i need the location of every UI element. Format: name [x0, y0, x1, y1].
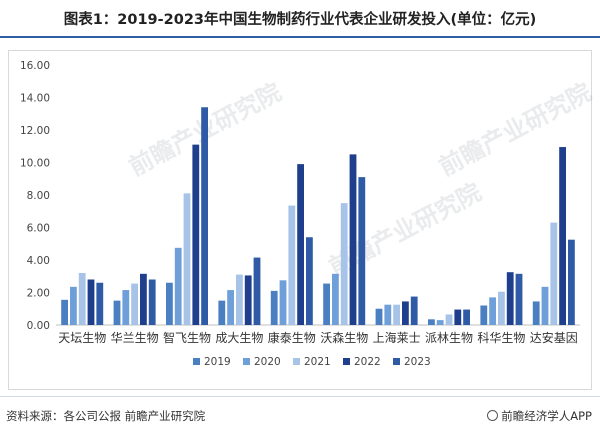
- bar: [131, 283, 138, 325]
- y-tick-label: 4.00: [27, 255, 50, 267]
- bar: [297, 164, 304, 325]
- legend-label: 2020: [254, 356, 281, 368]
- bar: [402, 301, 409, 325]
- x-tick-label: 沃森生物: [320, 330, 368, 345]
- bar: [332, 273, 339, 325]
- title-divider: [0, 36, 600, 38]
- bar: [306, 237, 313, 325]
- brand-credit: 前瞻经济学人APP: [487, 408, 592, 424]
- y-tick-label: 8.00: [27, 190, 50, 202]
- y-tick-label: 0.00: [27, 320, 50, 332]
- x-tick-label: 康泰生物: [268, 330, 316, 345]
- bar: [61, 299, 68, 325]
- bar: [480, 305, 488, 325]
- x-tick-label: 达安基因: [530, 330, 578, 345]
- footer-divider: [0, 396, 600, 397]
- legend-swatch: [393, 358, 400, 365]
- bar: [148, 279, 156, 325]
- bar: [532, 301, 540, 325]
- y-tick-label: 6.00: [27, 223, 50, 235]
- bar: [375, 308, 383, 325]
- legend-label: 2022: [354, 356, 381, 368]
- legend-label: 2019: [204, 356, 231, 368]
- bar: [122, 290, 130, 325]
- legend-label: 2023: [404, 356, 431, 368]
- x-tick-label: 智飞生物: [163, 330, 211, 345]
- x-tick-label: 天坛生物: [58, 331, 106, 345]
- bar: [70, 286, 77, 325]
- bar: [288, 205, 296, 325]
- plot-frame: [8, 50, 592, 390]
- bar: [323, 283, 330, 325]
- legend-swatch: [293, 358, 300, 365]
- chart-title: 图表1：2019-2023年中国生物制药行业代表企业研发投入(单位：亿元): [63, 12, 537, 28]
- bar: [454, 309, 462, 325]
- brand-label: 前瞻经济学人APP: [501, 409, 592, 423]
- bar: [568, 239, 575, 325]
- bar: [358, 177, 366, 325]
- bar: [559, 147, 566, 325]
- bar: [410, 296, 418, 325]
- legend-label: 2021: [304, 356, 331, 368]
- bar: [201, 107, 208, 325]
- legend-swatch: [243, 358, 250, 365]
- bar: [393, 304, 400, 325]
- bar-chart: 0.00 2.00 4.00 6.00 8.00 10.00 12.00 14.00 16.00…: [20, 60, 580, 368]
- bar: [445, 314, 453, 325]
- bar: [515, 273, 523, 325]
- source-note: 资料来源：各公司公报 前瞻产业研究院: [6, 409, 206, 423]
- bar: [279, 280, 287, 325]
- bar: [463, 309, 470, 325]
- brand-logo-icon: [487, 410, 499, 421]
- x-tick-label: 科华生物: [477, 331, 525, 345]
- bar: [218, 300, 226, 325]
- bar: [174, 247, 182, 325]
- bar: [384, 304, 392, 325]
- bar: [349, 154, 357, 325]
- bar: [244, 275, 252, 325]
- y-tick-label: 16.00: [20, 60, 50, 72]
- bar: [183, 193, 191, 325]
- bar: [340, 203, 348, 325]
- x-tick-label: 成大生物: [215, 331, 263, 345]
- bar: [96, 282, 104, 325]
- bar: [87, 279, 95, 325]
- bar: [140, 273, 147, 325]
- bar: [489, 297, 496, 325]
- x-tick-label: 派林生物: [425, 331, 473, 345]
- bar: [113, 300, 121, 325]
- bar: [227, 290, 234, 325]
- legend-swatch: [193, 358, 200, 365]
- bar: [498, 291, 505, 325]
- bar: [436, 320, 444, 325]
- x-tick-label: 上海莱士: [373, 330, 421, 345]
- x-tick-label: 华兰生物: [111, 331, 159, 345]
- bar: [192, 144, 200, 325]
- bar: [270, 290, 278, 325]
- y-tick-label: 2.00: [27, 288, 50, 300]
- y-tick-label: 12.00: [20, 125, 50, 137]
- bar: [253, 257, 261, 325]
- y-tick-label: 14.00: [20, 93, 50, 105]
- bar: [166, 282, 173, 325]
- bar: [428, 319, 435, 325]
- bar: [78, 273, 86, 325]
- y-tick-label: 10.00: [20, 158, 50, 170]
- bar: [550, 222, 558, 325]
- bar: [236, 274, 243, 325]
- bar: [506, 272, 514, 325]
- legend-swatch: [343, 358, 350, 365]
- bar: [541, 286, 549, 325]
